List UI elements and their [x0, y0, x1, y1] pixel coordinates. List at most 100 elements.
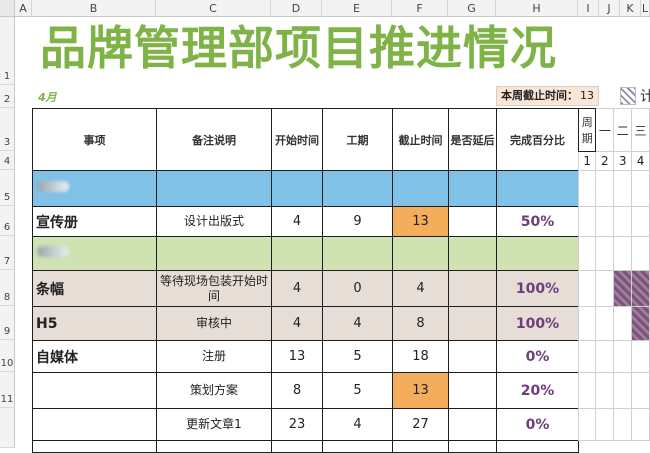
table-cell[interactable] [271, 236, 323, 271]
gantt-weekday-label[interactable]: 三 [631, 108, 650, 152]
sheet-title[interactable]: 品牌管理部项目推进情况 [40, 21, 557, 75]
table-cell[interactable] [156, 236, 272, 271]
row-header-12[interactable] [0, 408, 15, 448]
gantt-cell[interactable] [595, 236, 615, 271]
gantt-day-number[interactable]: 3 [613, 151, 633, 171]
table-cell[interactable] [448, 170, 497, 207]
gantt-cell[interactable] [595, 372, 615, 409]
percent-cell[interactable]: 0% [496, 340, 579, 373]
table-cell[interactable] [271, 440, 323, 453]
table-cell[interactable] [448, 440, 497, 453]
table-cell[interactable] [392, 440, 449, 453]
month-label[interactable]: 4月 [38, 91, 57, 104]
end-cell[interactable]: 18 [392, 340, 449, 373]
gantt-cell[interactable] [631, 408, 650, 441]
duration-cell[interactable]: 5 [322, 372, 393, 409]
end-cell[interactable]: 13 [392, 372, 449, 409]
gantt-cell[interactable] [631, 236, 650, 271]
delayed-cell[interactable] [448, 206, 497, 237]
row-header-4[interactable]: 4 [0, 151, 15, 170]
note-cell[interactable]: 注册 [156, 340, 272, 373]
percent-cell[interactable]: 20% [496, 372, 579, 409]
note-cell[interactable]: 策划方案 [156, 372, 272, 409]
table-cell[interactable] [32, 440, 157, 453]
start-cell[interactable]: 4 [271, 206, 323, 237]
column-header-i[interactable]: I [578, 0, 599, 17]
note-cell[interactable]: 设计出版式 [156, 206, 272, 237]
note-cell[interactable]: 审核中 [156, 306, 272, 341]
gantt-cell[interactable] [577, 236, 597, 271]
table-cell[interactable] [322, 236, 393, 271]
table-cell[interactable] [496, 170, 579, 207]
item-cell[interactable]: 宣传册 [32, 206, 157, 237]
gantt-bar-cell[interactable] [631, 306, 650, 341]
percent-cell[interactable]: 50% [496, 206, 579, 237]
header-item[interactable]: 事项 [32, 108, 157, 171]
select-all-corner[interactable] [0, 0, 15, 17]
column-header-j[interactable]: J [599, 0, 620, 17]
gantt-cell[interactable] [613, 372, 633, 409]
gantt-cell[interactable] [577, 340, 597, 373]
section-name-cell[interactable] [32, 236, 157, 271]
start-cell[interactable]: 23 [271, 408, 323, 441]
item-cell[interactable]: 条幅 [32, 270, 157, 307]
row-header-3[interactable]: 3 [0, 108, 15, 151]
end-cell[interactable]: 4 [392, 270, 449, 307]
start-cell[interactable]: 13 [271, 340, 323, 373]
table-cell[interactable] [392, 236, 449, 271]
item-cell[interactable] [32, 372, 157, 409]
end-cell[interactable]: 27 [392, 408, 449, 441]
duration-cell[interactable]: 9 [322, 206, 393, 237]
gantt-bar-cell[interactable] [631, 270, 650, 307]
table-cell[interactable] [392, 170, 449, 207]
gantt-cell[interactable] [613, 340, 633, 373]
gantt-cell[interactable] [613, 408, 633, 441]
percent-cell[interactable]: 0% [496, 408, 579, 441]
column-header-e[interactable]: E [322, 0, 392, 17]
header-end[interactable]: 截止时间 [392, 108, 449, 171]
item-cell[interactable]: 自媒体 [32, 340, 157, 373]
gantt-cell[interactable] [577, 372, 597, 409]
header-duration[interactable]: 工期 [322, 108, 393, 171]
note-cell[interactable]: 等待现场包装开始时间 [156, 270, 272, 307]
gantt-day-number[interactable]: 1 [577, 151, 597, 171]
gantt-cell[interactable] [577, 270, 597, 307]
gantt-cell[interactable] [613, 306, 633, 341]
gantt-weekday-label[interactable]: 二 [613, 108, 633, 152]
start-cell[interactable]: 4 [271, 306, 323, 341]
column-header-c[interactable]: C [156, 0, 271, 17]
gantt-cell[interactable] [577, 170, 597, 207]
delayed-cell[interactable] [448, 270, 497, 307]
gantt-cell[interactable] [595, 408, 615, 441]
header-note[interactable]: 备注说明 [156, 108, 272, 171]
duration-cell[interactable]: 4 [322, 306, 393, 341]
gantt-cell[interactable] [595, 270, 615, 307]
percent-cell[interactable]: 100% [496, 270, 579, 307]
duration-cell[interactable]: 4 [322, 408, 393, 441]
gantt-cell[interactable] [577, 306, 597, 341]
duration-cell[interactable]: 5 [322, 340, 393, 373]
gantt-day-number[interactable]: 4 [631, 151, 650, 171]
table-cell[interactable] [322, 170, 393, 207]
gantt-cell[interactable] [631, 340, 650, 373]
delayed-cell[interactable] [448, 372, 497, 409]
delayed-cell[interactable] [448, 340, 497, 373]
row-header-7[interactable]: 7 [0, 236, 15, 270]
column-header-k[interactable]: K [620, 0, 641, 17]
percent-cell[interactable]: 100% [496, 306, 579, 341]
header-delayed[interactable]: 是否延后 [448, 108, 497, 171]
delayed-cell[interactable] [448, 306, 497, 341]
gantt-day-number[interactable]: 2 [595, 151, 615, 171]
table-cell[interactable] [496, 236, 579, 271]
row-header-11[interactable]: 11 [0, 372, 15, 408]
note-cell[interactable]: 更新文章1 [156, 408, 272, 441]
header-percent[interactable]: 完成百分比 [496, 108, 579, 171]
item-cell[interactable] [32, 408, 157, 441]
gantt-cell[interactable] [613, 206, 633, 237]
row-header-6[interactable]: 6 [0, 206, 15, 236]
delayed-cell[interactable] [448, 408, 497, 441]
gantt-cell[interactable] [595, 340, 615, 373]
end-cell[interactable]: 13 [392, 206, 449, 237]
column-header-f[interactable]: F [392, 0, 448, 17]
start-cell[interactable]: 4 [271, 270, 323, 307]
